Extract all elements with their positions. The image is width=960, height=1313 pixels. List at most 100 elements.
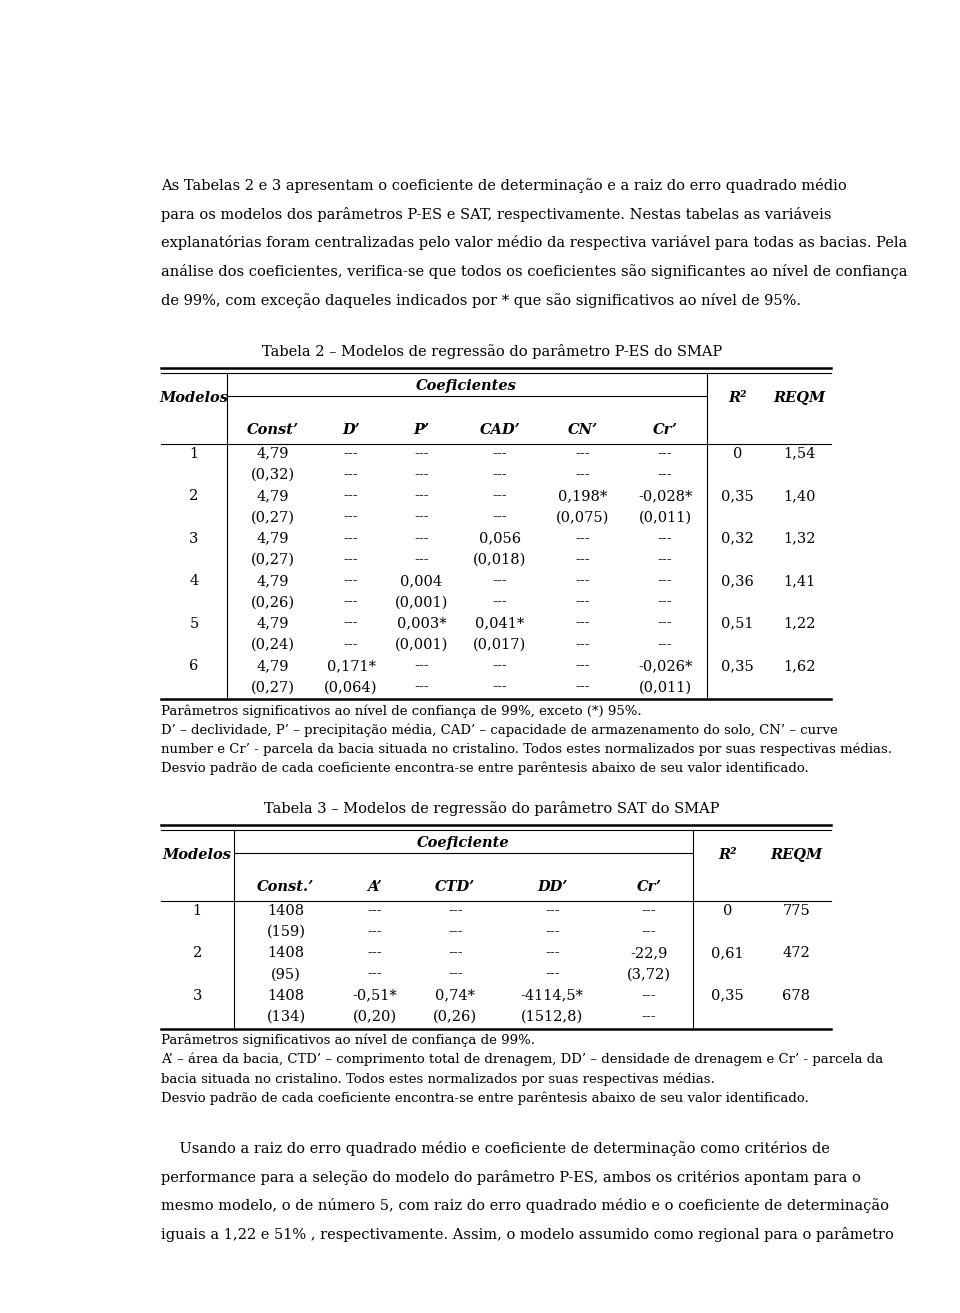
Text: Modelos: Modelos xyxy=(159,391,228,404)
Text: ---: --- xyxy=(344,511,358,524)
Text: 775: 775 xyxy=(782,903,810,918)
Text: Desvio padrão de cada coeficiente encontra-se entre parêntesis abaixo de seu val: Desvio padrão de cada coeficiente encont… xyxy=(161,1091,808,1104)
Text: (0,27): (0,27) xyxy=(251,553,295,567)
Text: ---: --- xyxy=(575,617,589,630)
Text: 0,004: 0,004 xyxy=(400,574,443,588)
Text: 4,79: 4,79 xyxy=(256,532,289,546)
Text: ---: --- xyxy=(448,968,463,981)
Text: ---: --- xyxy=(658,595,673,609)
Text: ---: --- xyxy=(575,595,589,609)
Text: ---: --- xyxy=(492,446,507,461)
Text: (159): (159) xyxy=(267,924,305,939)
Text: ---: --- xyxy=(575,467,589,482)
Text: Coeficientes: Coeficientes xyxy=(417,378,517,393)
Text: 1,40: 1,40 xyxy=(783,490,816,503)
Text: ---: --- xyxy=(414,659,428,674)
Text: ---: --- xyxy=(344,595,358,609)
Text: 0: 0 xyxy=(732,446,742,461)
Text: 1: 1 xyxy=(193,903,202,918)
Text: ---: --- xyxy=(414,553,428,567)
Text: 2: 2 xyxy=(189,490,199,503)
Text: de 99%, com exceção daqueles indicados por * que são significativos ao nível de : de 99%, com exceção daqueles indicados p… xyxy=(161,293,801,309)
Text: 0,51: 0,51 xyxy=(721,617,754,630)
Text: (0,001): (0,001) xyxy=(395,595,448,609)
Text: ---: --- xyxy=(575,553,589,567)
Text: (0,24): (0,24) xyxy=(251,638,295,651)
Text: ---: --- xyxy=(545,947,560,960)
Text: ---: --- xyxy=(368,968,382,981)
Text: 1: 1 xyxy=(189,446,199,461)
Text: DD’: DD’ xyxy=(537,880,567,894)
Text: ---: --- xyxy=(641,924,657,939)
Text: ---: --- xyxy=(492,595,507,609)
Text: 0,056: 0,056 xyxy=(479,532,521,546)
Text: ---: --- xyxy=(545,903,560,918)
Text: -0,51*: -0,51* xyxy=(352,989,397,1003)
Text: ---: --- xyxy=(414,680,428,695)
Text: (0,017): (0,017) xyxy=(473,638,526,651)
Text: -0,026*: -0,026* xyxy=(638,659,692,674)
Text: 6: 6 xyxy=(189,659,199,674)
Text: Desvio padrão de cada coeficiente encontra-se entre parêntesis abaixo de seu val: Desvio padrão de cada coeficiente encont… xyxy=(161,762,808,775)
Text: ---: --- xyxy=(414,467,428,482)
Text: ---: --- xyxy=(658,617,673,630)
Text: ---: --- xyxy=(641,903,657,918)
Text: ---: --- xyxy=(344,617,358,630)
Text: Const.’: Const.’ xyxy=(257,880,315,894)
Text: Cr’: Cr’ xyxy=(636,880,661,894)
Text: (0,011): (0,011) xyxy=(638,680,692,695)
Text: 3: 3 xyxy=(193,989,202,1003)
Text: ---: --- xyxy=(492,680,507,695)
Text: Parâmetros significativos ao nível de confiança de 99%, exceto (*) 95%.: Parâmetros significativos ao nível de co… xyxy=(161,704,641,717)
Text: 5: 5 xyxy=(189,617,199,630)
Text: ---: --- xyxy=(344,446,358,461)
Text: 4,79: 4,79 xyxy=(256,574,289,588)
Text: REQM: REQM xyxy=(774,391,826,404)
Text: 0,171*: 0,171* xyxy=(326,659,375,674)
Text: ---: --- xyxy=(545,968,560,981)
Text: (0,001): (0,001) xyxy=(395,638,448,651)
Text: 0,198*: 0,198* xyxy=(558,490,607,503)
Text: ---: --- xyxy=(658,553,673,567)
Text: ---: --- xyxy=(658,532,673,546)
Text: (0,26): (0,26) xyxy=(251,595,295,609)
Text: 1408: 1408 xyxy=(268,989,304,1003)
Text: (0,27): (0,27) xyxy=(251,680,295,695)
Text: ---: --- xyxy=(575,532,589,546)
Text: A’: A’ xyxy=(368,880,382,894)
Text: R²: R² xyxy=(729,391,747,404)
Text: CN’: CN’ xyxy=(567,423,597,437)
Text: (95): (95) xyxy=(271,968,300,981)
Text: 1408: 1408 xyxy=(268,947,304,960)
Text: ---: --- xyxy=(414,446,428,461)
Text: ---: --- xyxy=(575,680,589,695)
Text: ---: --- xyxy=(414,490,428,503)
Text: 0,32: 0,32 xyxy=(721,532,754,546)
Text: -0,028*: -0,028* xyxy=(638,490,692,503)
Text: explanatórias foram centralizadas pelo valor médio da respectiva variável para t: explanatórias foram centralizadas pelo v… xyxy=(161,235,907,251)
Text: (0,32): (0,32) xyxy=(251,467,295,482)
Text: performance para a seleção do modelo do parâmetro P-ES, ambos os critérios apont: performance para a seleção do modelo do … xyxy=(161,1170,861,1184)
Text: ---: --- xyxy=(575,659,589,674)
Text: 0,35: 0,35 xyxy=(721,490,754,503)
Text: 0: 0 xyxy=(723,903,732,918)
Text: ---: --- xyxy=(575,446,589,461)
Text: ---: --- xyxy=(641,989,657,1003)
Text: (0,075): (0,075) xyxy=(556,511,610,524)
Text: 4,79: 4,79 xyxy=(256,446,289,461)
Text: análise dos coeficientes, verifica-se que todos os coeficientes são significante: análise dos coeficientes, verifica-se qu… xyxy=(161,264,907,280)
Text: 1408: 1408 xyxy=(268,903,304,918)
Text: Modelos: Modelos xyxy=(163,848,231,861)
Text: number e Cr’ - parcela da bacia situada no cristalino. Todos estes normalizados : number e Cr’ - parcela da bacia situada … xyxy=(161,742,892,756)
Text: 0,35: 0,35 xyxy=(721,659,754,674)
Text: bacia situada no cristalino. Todos estes normalizados por suas respectivas média: bacia situada no cristalino. Todos estes… xyxy=(161,1071,714,1086)
Text: (0,011): (0,011) xyxy=(638,511,692,524)
Text: ---: --- xyxy=(492,490,507,503)
Text: ---: --- xyxy=(575,638,589,651)
Text: Const’: Const’ xyxy=(247,423,299,437)
Text: 1,54: 1,54 xyxy=(783,446,816,461)
Text: (0,064): (0,064) xyxy=(324,680,378,695)
Text: ---: --- xyxy=(658,638,673,651)
Text: P’: P’ xyxy=(413,423,429,437)
Text: ---: --- xyxy=(344,638,358,651)
